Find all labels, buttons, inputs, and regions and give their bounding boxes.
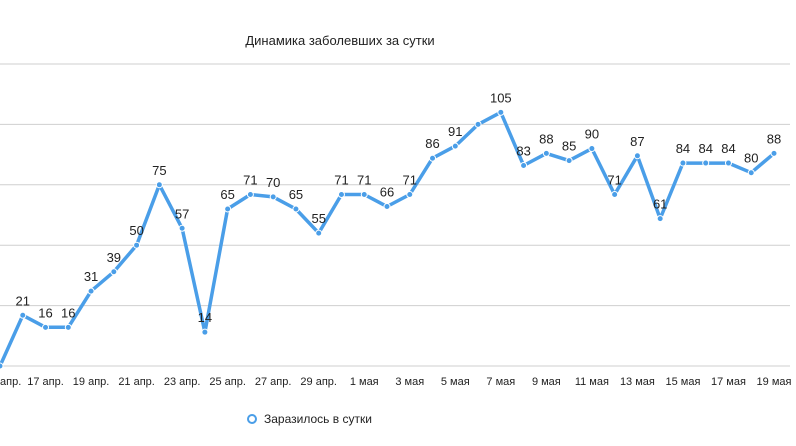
data-point (679, 159, 687, 167)
x-tick-label: 27 апр. (255, 376, 292, 388)
data-label: 90 (585, 127, 599, 142)
data-label: 31 (84, 269, 98, 284)
data-label: 57 (175, 206, 189, 221)
x-axis-tick-labels: апр. 17 апр. 19 апр. 21 апр. 23 апр. 25 апр. 2… (0, 376, 792, 388)
data-labels: 21 16 16 31 39 50 75 57 14 65 71 70 65 55 71 71 66 71 86 91… (16, 90, 782, 325)
x-tick-label: 1 мая (350, 376, 379, 388)
x-tick-label: 17 мая (711, 376, 746, 388)
x-tick-label: 9 мая (532, 376, 561, 388)
data-label: 75 (152, 163, 166, 178)
data-point (633, 152, 641, 160)
data-label: 14 (198, 310, 212, 325)
data-label: 84 (698, 141, 712, 156)
x-tick-label: апр. (0, 376, 21, 388)
data-point (315, 229, 323, 237)
x-tick-label: 19 мая (757, 376, 792, 388)
series-line-zarazilos (0, 110, 776, 368)
data-point (520, 161, 528, 169)
x-tick-label: 23 апр. (164, 376, 201, 388)
data-point (474, 120, 482, 128)
data-point (87, 287, 95, 295)
data-point (451, 142, 459, 150)
data-point (133, 241, 141, 249)
legend-label: Заразилось в сутки (264, 412, 372, 426)
data-point (292, 205, 300, 213)
data-label: 50 (129, 223, 143, 238)
data-label: 71 (334, 172, 348, 187)
data-label: 84 (721, 141, 735, 156)
data-point (0, 362, 4, 370)
data-label: 71 (357, 172, 371, 187)
data-point (565, 157, 573, 165)
data-point (383, 203, 391, 211)
data-point (42, 323, 50, 331)
data-label: 87 (630, 134, 644, 149)
data-label: 71 (243, 172, 257, 187)
data-point (406, 190, 414, 198)
data-label: 16 (38, 305, 52, 320)
data-point (429, 154, 437, 162)
data-label: 61 (653, 197, 667, 212)
data-label: 80 (744, 151, 758, 166)
x-tick-label: 19 апр. (73, 376, 110, 388)
data-point (702, 159, 710, 167)
data-label: 84 (676, 141, 690, 156)
data-label: 55 (311, 211, 325, 226)
x-tick-label: 5 мая (441, 376, 470, 388)
data-point (110, 268, 118, 276)
data-point (64, 323, 72, 331)
data-label: 88 (767, 131, 781, 146)
data-label: 88 (539, 131, 553, 146)
data-label: 65 (220, 187, 234, 202)
data-label: 39 (107, 250, 121, 265)
data-points (0, 108, 778, 370)
data-point (497, 108, 505, 116)
data-label: 86 (425, 136, 439, 151)
data-point (224, 205, 232, 213)
data-label: 65 (289, 187, 303, 202)
data-point (360, 190, 368, 198)
data-point (269, 193, 277, 201)
x-tick-label: 13 мая (620, 376, 655, 388)
data-label: 83 (516, 143, 530, 158)
data-label: 21 (16, 293, 30, 308)
x-tick-label: 3 мая (395, 376, 424, 388)
x-tick-label: 7 мая (486, 376, 515, 388)
data-label: 91 (448, 124, 462, 139)
legend: Заразилось в сутки (247, 412, 372, 426)
data-point (724, 159, 732, 167)
data-label: 105 (490, 90, 512, 105)
x-tick-label: 21 апр. (118, 376, 155, 388)
x-tick-label: 17 апр. (27, 376, 64, 388)
gridlines (0, 63, 790, 367)
data-label: 66 (380, 185, 394, 200)
data-point (747, 169, 755, 177)
data-point (246, 190, 254, 198)
data-label: 85 (562, 139, 576, 154)
data-point (770, 149, 778, 157)
x-tick-label: 29 апр. (300, 376, 337, 388)
data-label: 71 (403, 172, 417, 187)
data-point (19, 311, 27, 319)
data-point (178, 224, 186, 232)
chart-title: Динамика заболевших за сутки (245, 33, 434, 48)
x-tick-label: 25 апр. (209, 376, 246, 388)
x-tick-label: 11 мая (575, 376, 609, 388)
legend-marker-icon (247, 414, 257, 424)
data-point (542, 149, 550, 157)
data-point (611, 190, 619, 198)
data-label: 70 (266, 175, 280, 190)
data-point (155, 181, 163, 189)
data-point (337, 190, 345, 198)
data-point (656, 215, 664, 223)
data-label: 16 (61, 305, 75, 320)
data-point (588, 145, 596, 153)
data-label: 71 (607, 172, 621, 187)
data-point (201, 328, 209, 336)
x-tick-label: 15 мая (665, 376, 700, 388)
